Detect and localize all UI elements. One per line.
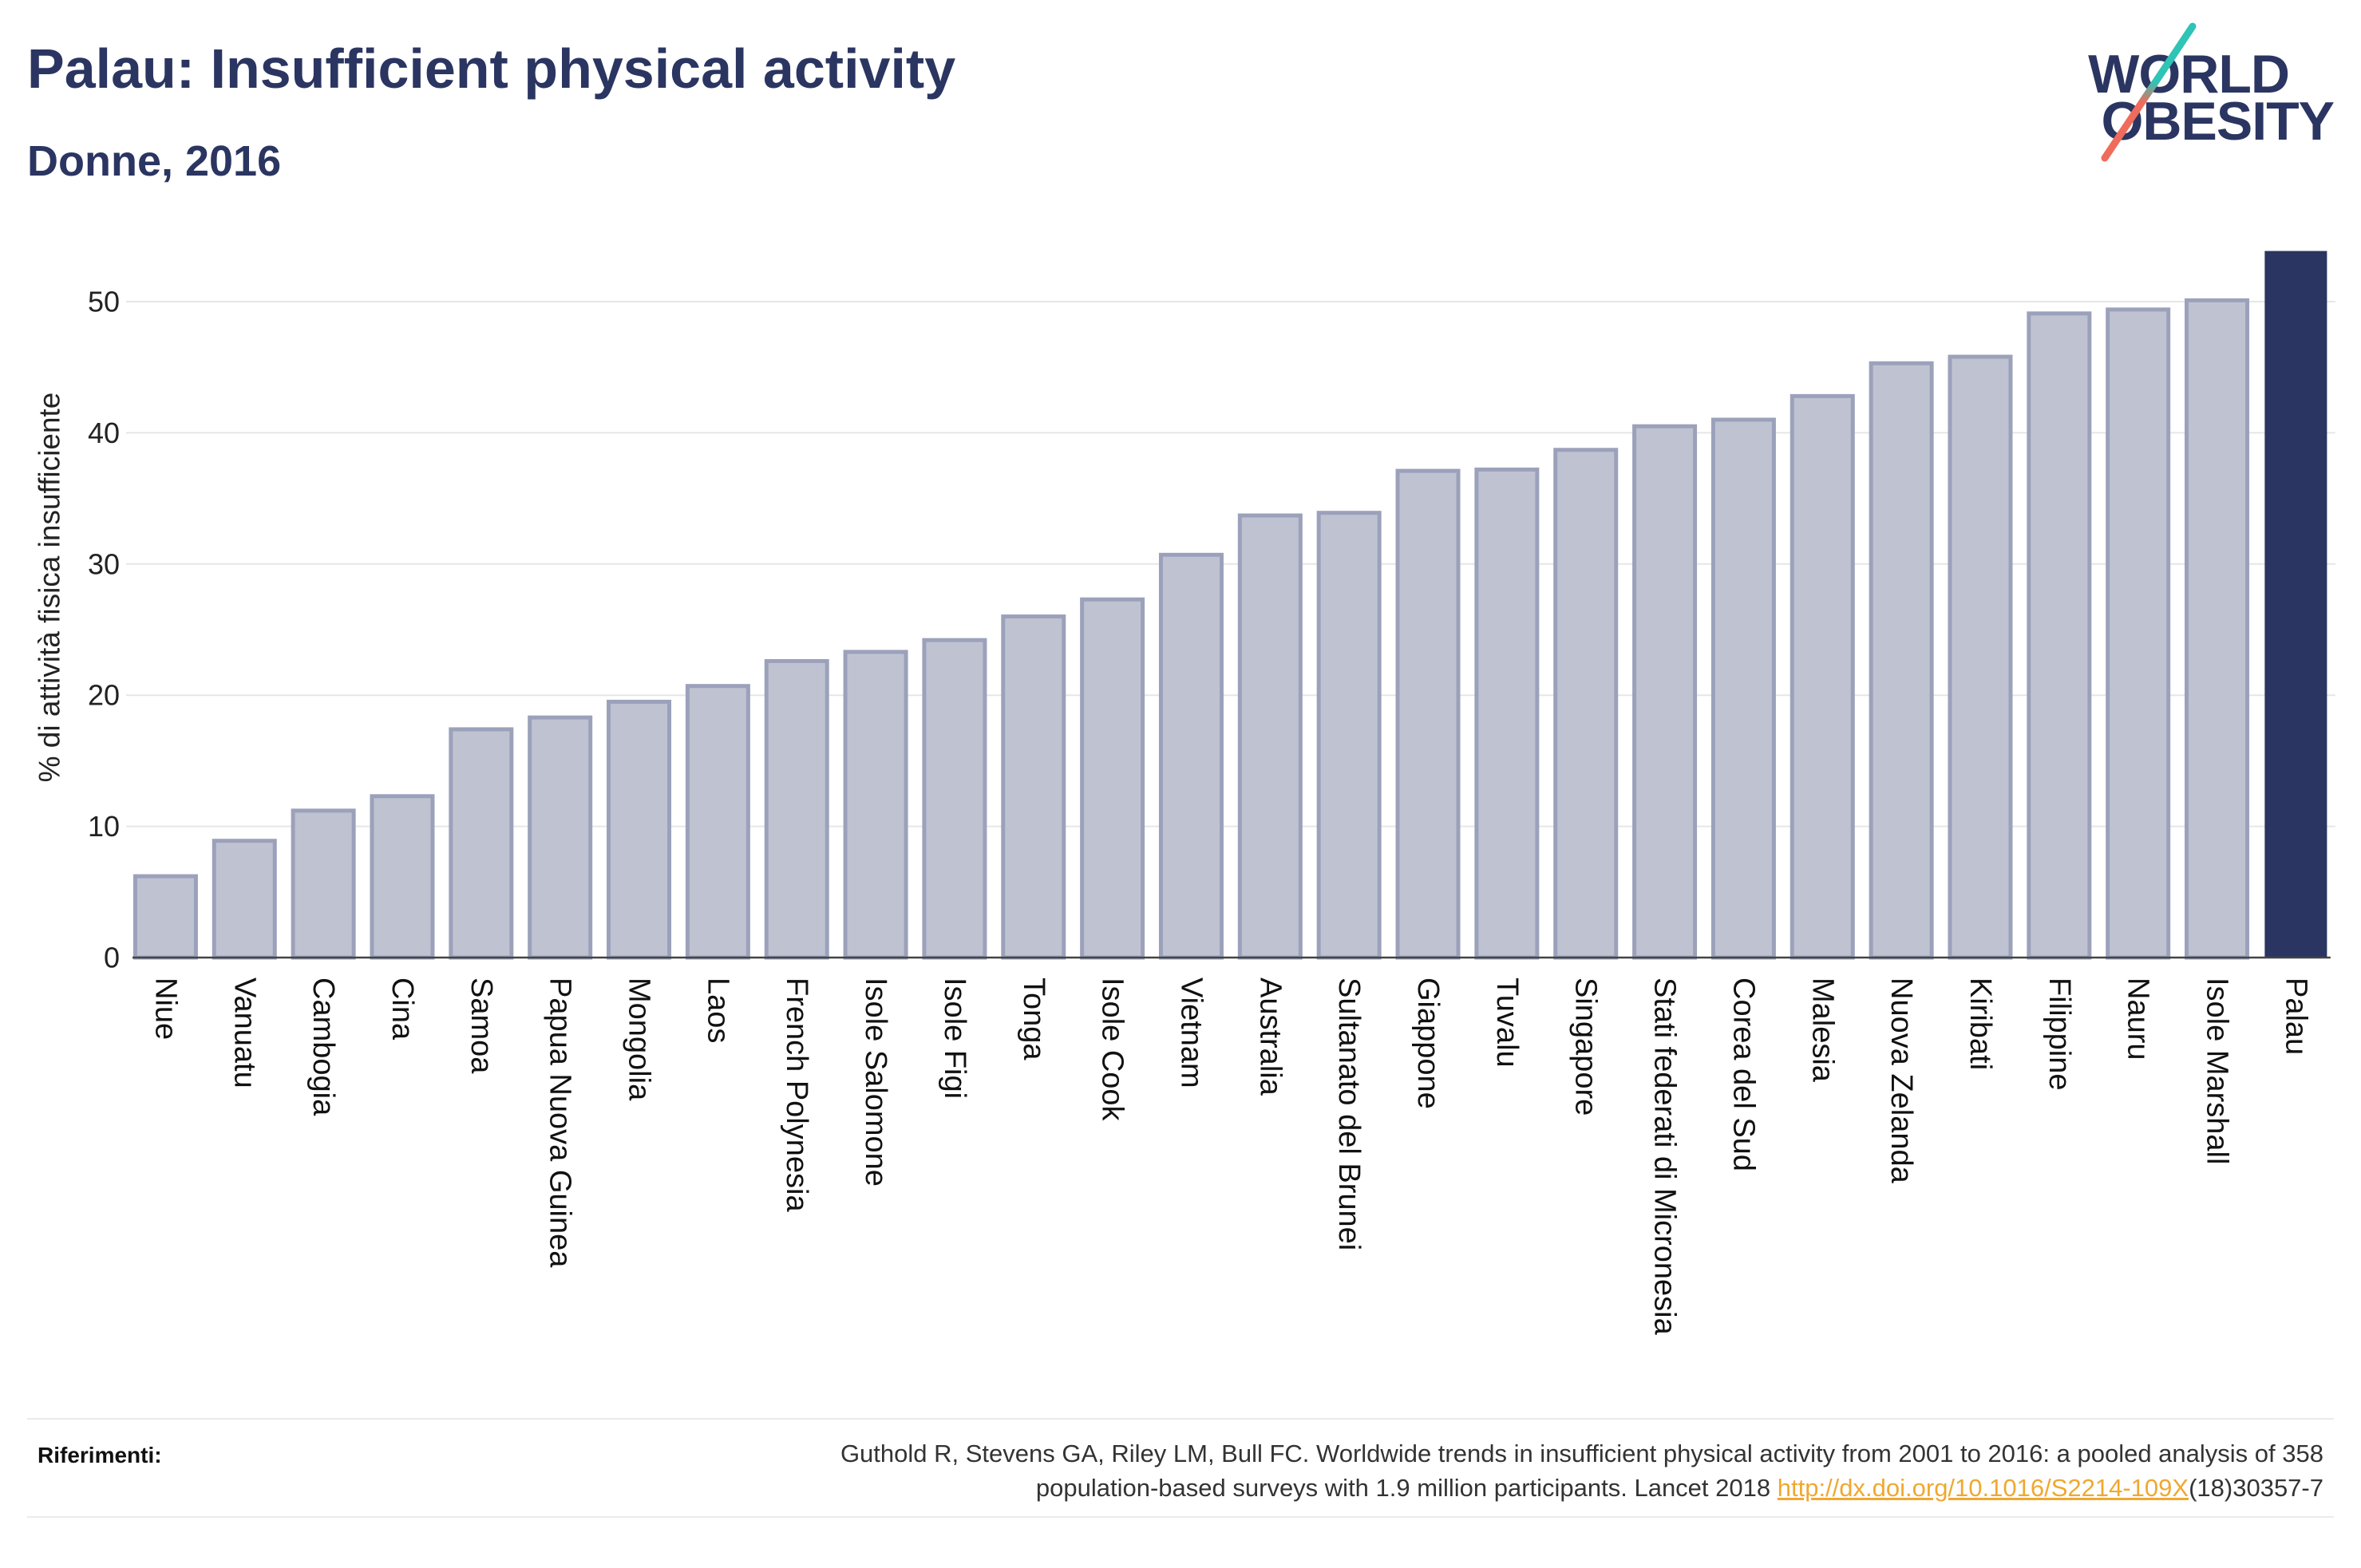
x-tick-label: Isole Figi: [938, 978, 971, 1099]
bar-palau: [2264, 251, 2327, 958]
bar-isole-figi: [922, 638, 987, 960]
x-tick-label: Mongolia: [623, 978, 656, 1101]
x-tick-label: Malesia: [1805, 978, 1839, 1083]
x-tick-label: Vanuatu: [227, 978, 261, 1088]
x-tick-label: Australia: [1253, 978, 1287, 1096]
bar-malesia: [1790, 393, 1855, 960]
x-tick-label: Laos: [701, 978, 734, 1043]
x-tick-label: Cambogia: [306, 978, 340, 1116]
bar-niue: [132, 874, 198, 960]
bar-singapore: [1553, 448, 1619, 960]
y-tick-label: 10: [88, 810, 120, 843]
bar-samoa: [449, 727, 514, 960]
bar-vanuatu: [212, 839, 277, 960]
bar-australia: [1237, 513, 1303, 960]
x-tick-label: French Polynesia: [780, 978, 813, 1212]
page-subtitle: Donne, 2016: [27, 137, 282, 185]
x-tick-label: Nuova Zelanda: [1884, 978, 1918, 1184]
bar-cina: [370, 794, 435, 960]
bar-laos: [685, 684, 750, 960]
bar-vietnam: [1158, 552, 1224, 960]
bar-nuova-zelanda: [1869, 361, 1934, 960]
bar-papua-nuova-guinea: [528, 715, 593, 960]
x-tick-label: Tonga: [1017, 978, 1050, 1060]
y-tick-label: 0: [104, 942, 120, 974]
x-tick-label: Nauru: [2122, 978, 2155, 1060]
reference-line-2: population-based surveys with 1.9 millio…: [1036, 1473, 2323, 1503]
bar-nauru: [2106, 307, 2171, 960]
bar-giappone: [1395, 468, 1461, 960]
references-label: Riferimenti:: [38, 1443, 162, 1467]
bar-sultanato-del-brunei: [1316, 511, 1382, 960]
bar-french-polynesia: [764, 658, 829, 960]
bar-isole-cook: [1080, 597, 1145, 960]
x-tick-label: Stati federati di Micronesia: [1648, 978, 1682, 1336]
x-tick-label: Singapore: [1569, 978, 1603, 1116]
x-tick-label: Corea del Sud: [1726, 978, 1760, 1171]
y-tick-label: 50: [88, 286, 120, 318]
x-tick-label: Papua Nuova Guinea: [544, 978, 577, 1268]
footer-divider-top: [27, 1418, 2334, 1420]
x-tick-label: Tuvalu: [1490, 978, 1524, 1068]
doi-link[interactable]: http://dx.doi.org/10.1016/S2214-109X: [1777, 1474, 2189, 1502]
reference-line-2-suffix: (18)30357-7: [2189, 1474, 2323, 1502]
logo-word-obesity: OBESITY: [2102, 91, 2335, 152]
reference-line-2-text: population-based surveys with 1.9 millio…: [1035, 1474, 1771, 1502]
x-axis-ticks: Niue Vanuatu Cambogia Cina Samoa Papua Nuova …: [148, 978, 2312, 1336]
bar-corea-del-sud: [1710, 417, 1776, 960]
x-tick-label: Samoa: [465, 978, 498, 1074]
bar-cambogia: [291, 808, 356, 960]
x-tick-label: Isole Marshall: [2201, 978, 2234, 1164]
page-title: Palau: Insufficient physical activity: [27, 38, 956, 100]
footer-divider-bottom: [27, 1516, 2334, 1518]
x-tick-label: Sultanato del Brunei: [1332, 978, 1366, 1250]
bar-mongolia: [607, 699, 672, 960]
bar-isole-salomone: [843, 650, 908, 960]
bar-chart: 0 10 20 30 40 50 Niue Vanuatu Cambogia Cina Samoa P…: [34, 251, 2335, 1336]
y-axis-title: % di attività fisica insufficiente: [34, 393, 66, 783]
y-tick-label: 40: [88, 417, 120, 449]
bars: [132, 251, 2327, 960]
bar-filippine: [2027, 311, 2092, 960]
x-tick-label: Niue: [148, 978, 182, 1040]
x-tick-label: Filippine: [2043, 978, 2076, 1091]
y-axis-ticks: 0 10 20 30 40 50: [88, 286, 120, 974]
y-tick-label: 20: [88, 679, 120, 712]
x-tick-label: Kiribati: [1964, 978, 1997, 1070]
x-tick-label: Giappone: [1411, 978, 1445, 1109]
x-tick-label: Palau: [2279, 978, 2312, 1055]
bar-stati-federati-di-micronesia: [1632, 424, 1698, 960]
bar-isole-marshall: [2185, 298, 2250, 960]
x-tick-label: Vietnam: [1174, 978, 1208, 1088]
logo-slash: [2101, 22, 2197, 162]
bar-tuvalu: [1474, 467, 1540, 960]
x-tick-label: Cina: [386, 978, 419, 1041]
world-obesity-logo: WORLD OBESITY: [2088, 22, 2335, 162]
bar-kiribati: [1948, 354, 2013, 960]
plot-area: 0 10 20 30 40 50 Niue Vanuatu Cambogia Cina Samoa P…: [88, 251, 2335, 1336]
y-tick-label: 30: [88, 547, 120, 580]
bar-tonga: [1001, 614, 1066, 960]
x-tick-label: Isole Salomone: [859, 978, 892, 1187]
reference-line-1: Guthold R, Stevens GA, Riley LM, Bull FC…: [840, 1440, 2323, 1467]
x-tick-label: Isole Cook: [1096, 978, 1129, 1122]
logo-word-world: WORLD: [2088, 44, 2289, 105]
